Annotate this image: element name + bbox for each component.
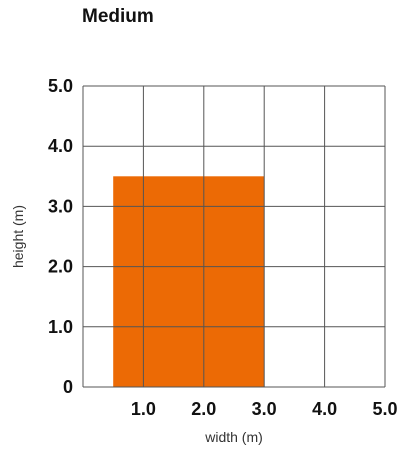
x-tick-label: 2.0 bbox=[191, 399, 216, 419]
chart-title: Medium bbox=[82, 6, 154, 27]
y-tick-labels: 0 1.0 2.0 3.0 4.0 5.0 bbox=[48, 76, 73, 397]
x-tick-label: 3.0 bbox=[252, 399, 277, 419]
y-tick-label: 1.0 bbox=[48, 317, 73, 337]
y-tick-label: 5.0 bbox=[48, 76, 73, 96]
x-tick-labels: 1.0 2.0 3.0 4.0 5.0 bbox=[131, 399, 398, 419]
x-axis-title: width (m) bbox=[204, 429, 263, 445]
y-tick-label: 3.0 bbox=[48, 196, 73, 216]
data-marks bbox=[113, 176, 265, 387]
y-axis-title: height (m) bbox=[10, 205, 26, 268]
y-tick-label: 2.0 bbox=[48, 257, 73, 277]
grid-lines bbox=[82, 85, 386, 388]
y-tick-label: 0 bbox=[63, 377, 73, 397]
x-tick-label: 5.0 bbox=[372, 399, 397, 419]
x-tick-label: 1.0 bbox=[131, 399, 156, 419]
x-tick-label: 4.0 bbox=[312, 399, 337, 419]
y-tick-label: 4.0 bbox=[48, 136, 73, 156]
data-rectangle bbox=[113, 176, 265, 387]
